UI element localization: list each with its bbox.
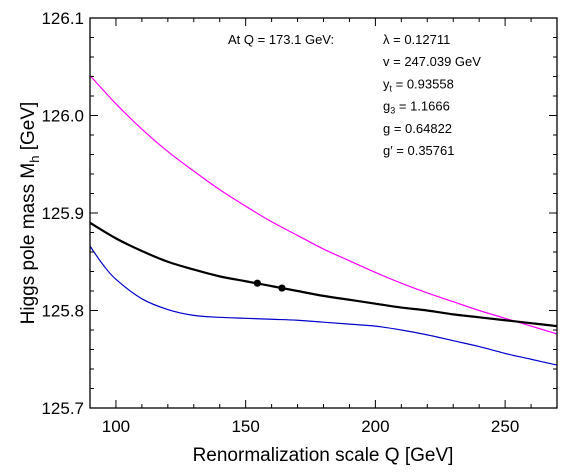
y-tick-label: 126.0 [41,107,84,126]
y-axis-title: Higgs pole mass Mh [GeV] [18,102,42,325]
y-tick-label: 126.1 [41,9,84,28]
series-line-1 [89,75,558,335]
annotation-line-4: g3 = 1.1666 [383,99,450,116]
series-markers [253,279,286,292]
x-tick-label: 150 [231,417,259,436]
x-axis-title: Renormalization scale Q [GeV] [193,445,454,466]
y-tick-label: 125.9 [41,204,84,223]
axis-ticks [90,17,558,409]
series-curves [89,75,558,366]
annotation-line-1: λ = 0.12711 [383,32,450,47]
y-tick-label: 125.8 [41,302,84,321]
series-line-3 [89,245,558,366]
series-line-2 [89,221,558,328]
annotation-list: λ = 0.12711 v = 247.039 GeV yt = 0.93558 g3… [383,32,481,158]
y-axis-title-subscript: h [27,156,42,163]
x-tick-label: 250 [491,417,519,436]
annotation-line-5: g = 0.64822 [383,121,452,136]
x-tick-label: 100 [102,417,130,436]
x-tick-label: 200 [361,417,389,436]
annotation-lead: At Q = 173.1 GeV: [228,32,334,47]
tick-labels: 100 150 200 250 125.7 125.8 125.9 126.0 126.1 [41,9,519,436]
marker-point-1 [253,279,261,287]
annotation-line-2: v = 247.039 GeV [383,54,481,69]
annotation-line-3: yt = 0.93558 [383,76,454,93]
plot-frame [89,17,558,409]
marker-point-2 [278,284,286,292]
y-tick-label: 125.7 [41,399,84,418]
y-axis-title-unit: [GeV] [18,102,39,156]
annotation-line-6: g′ = 0.35761 [383,143,454,158]
